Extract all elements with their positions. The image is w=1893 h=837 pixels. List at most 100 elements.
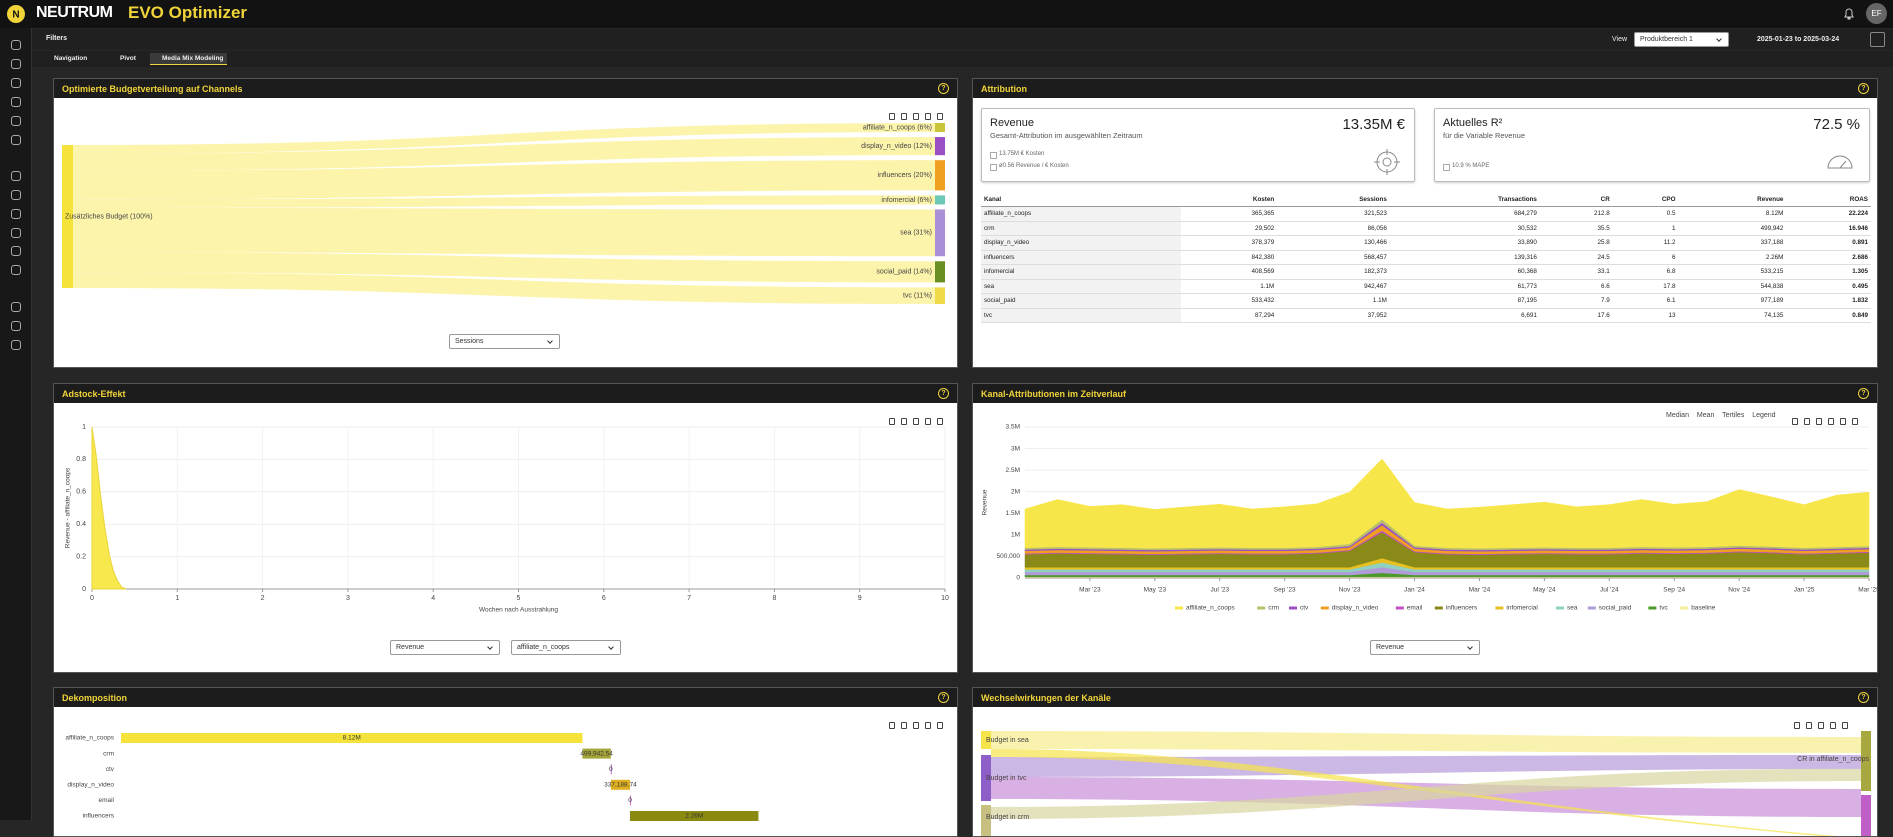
table-row: influencers 842,380 568,457 139,316 24.5 6 2.2… (981, 250, 1871, 265)
nav-icon[interactable] (11, 116, 21, 126)
nav-icon[interactable] (11, 302, 21, 312)
y-tick-label: 1M (1011, 532, 1020, 539)
table-cell: 321,523 (1277, 206, 1390, 222)
category-label: crm (103, 750, 114, 757)
nav-icon[interactable] (11, 228, 21, 238)
nav-icon[interactable] (11, 78, 21, 88)
app: N NEUTRUM EVO Optimizer EF Filters View … (0, 0, 1893, 820)
table-cell: 977,189 (1678, 293, 1787, 309)
bell[interactable] (1842, 7, 1856, 21)
node (981, 731, 991, 749)
table-row: crm 29,502 86,056 30,532 35.5 1 499,942 16.946 (981, 221, 1871, 236)
tab[interactable]: Pivot (120, 55, 136, 62)
kpi-card: Revenue Gesamt-Attribution im ausgewählt… (981, 108, 1415, 182)
x-tick-label: Mar '25 (1858, 587, 1878, 594)
tab-bar: Navigation Pivot Media Mix Modeling (32, 51, 1893, 67)
panel: Optimierte Budgetverteilung auf Channels… (53, 78, 958, 368)
table-cell: 22.224 (1786, 206, 1871, 222)
control[interactable]: Median (1666, 412, 1689, 419)
table-cell: 7.9 (1539, 293, 1613, 309)
title: Wechselwirkungen der Kanäle (981, 693, 1111, 703)
table-row: affiliate_n_coops 365,365 321,523 684,279 21… (981, 206, 1871, 222)
nav-icon[interactable] (11, 340, 21, 350)
legend-label: ctv (1300, 605, 1309, 612)
filters-button[interactable]: Filters (46, 35, 68, 42)
table-cell: social_paid (981, 293, 1181, 309)
nav-icon[interactable] (11, 59, 21, 69)
node-label: affiliate_n_coops (6%) (863, 124, 932, 131)
nav-icon[interactable] (11, 190, 21, 200)
node (981, 755, 991, 801)
value-label: 499,942.54 (580, 750, 613, 757)
table-cell: influencers (981, 250, 1181, 265)
column-header: CPO (1612, 192, 1679, 207)
sidebar (0, 0, 32, 820)
y-axis-label: Revenue - affiliate_n_coops (65, 467, 72, 548)
nav-icon[interactable] (11, 265, 21, 275)
panel: Wechselwirkungen der Kanäle? Budget in s… (972, 687, 1878, 837)
table-cell: 87,195 (1389, 293, 1540, 309)
avatar[interactable]: EF (1866, 3, 1887, 24)
kpi-notes: 13.75M € Kosten ø0.56 Revenue / € Kosten (982, 151, 1069, 175)
nav-icon[interactable] (11, 97, 21, 107)
table-cell: 182,373 (1277, 264, 1390, 280)
node-label: social_paid (14%) (876, 269, 932, 276)
metric-select[interactable]: Revenue (1370, 640, 1480, 655)
legend-label: sea (1567, 605, 1578, 612)
kpi-value: 13.35M € (1342, 116, 1405, 133)
view-label: View (1612, 36, 1628, 43)
tab[interactable]: Media Mix Modeling (150, 53, 228, 65)
table-cell: 33,890 (1389, 235, 1540, 251)
nav-icon[interactable] (11, 40, 21, 50)
panel-title: Kanal-Attributionen im Zeitverlauf? (973, 384, 1877, 403)
app-name: EVO Optimizer (128, 3, 248, 22)
interaction-sankey: Budget in sea Budget in tvc Budget in cr… (981, 731, 1871, 836)
table-cell: 1.305 (1786, 264, 1871, 280)
control[interactable]: Legend (1752, 412, 1776, 419)
nav-icon[interactable] (11, 171, 21, 181)
nav-icon[interactable] (11, 209, 21, 219)
title: Adstock-Effekt (62, 389, 126, 399)
refresh[interactable] (1870, 32, 1885, 47)
column-header: CR (1539, 192, 1613, 207)
metric-select[interactable]: Sessions (449, 334, 560, 349)
value-label: 0 (609, 766, 613, 773)
table-cell: 6.1 (1612, 293, 1679, 309)
nav-icon[interactable] (11, 246, 21, 256)
date-range[interactable]: 2025-01-23 to 2025-03-24 (1757, 36, 1840, 43)
table-cell: 13 (1612, 308, 1679, 323)
x-tick-label: 7 (687, 595, 691, 602)
channel-select[interactable]: affiliate_n_coops (511, 640, 621, 655)
control[interactable]: Tertiles (1722, 412, 1745, 419)
table-cell: 684,279 (1389, 206, 1540, 222)
table-cell: 408,569 (1181, 264, 1278, 280)
nav-icon[interactable] (11, 321, 21, 331)
y-tick-label: 3.5M (1006, 424, 1020, 431)
control[interactable]: Mean (1696, 412, 1715, 419)
panel: Adstock-Effekt? 0 0.2 0.4 0.6 0.8 1 0 1 2 3 4 5 6 7 8 9… (53, 383, 958, 673)
table-cell: 17.8 (1612, 279, 1679, 294)
table-cell: 30,532 (1389, 221, 1540, 236)
legend-label: baseline (1691, 605, 1716, 612)
table-row: display_n_video 378,379 130,466 33,890 25.8 1… (981, 235, 1871, 251)
x-tick-label: 6 (602, 595, 606, 602)
nav-icon[interactable] (11, 135, 21, 145)
sankey-link (73, 252, 935, 283)
x-tick-label: Mar '23 (1079, 587, 1101, 594)
title: Optimierte Budgetverteilung auf Channels (62, 84, 243, 94)
table-cell: 86,056 (1277, 221, 1390, 236)
legend-label: affiliate_n_coops (1186, 605, 1235, 612)
panel-title: Optimierte Budgetverteilung auf Channels… (54, 79, 957, 98)
x-tick-label: Jan '25 (1794, 587, 1815, 594)
table-cell: 6 (1612, 250, 1679, 265)
view-select[interactable]: Produktbereich 1 (1634, 32, 1729, 47)
x-tick-label: Jan '24 (1404, 587, 1425, 594)
table-body: affiliate_n_coops 365,365 321,523 684,279 21… (981, 206, 1871, 323)
table-cell: 29,502 (1181, 221, 1278, 236)
table-cell: 33.1 (1539, 264, 1613, 280)
metric-select[interactable]: Revenue (390, 640, 500, 655)
tab[interactable]: Navigation (54, 55, 88, 62)
bar (121, 733, 583, 743)
toolbar (883, 412, 943, 425)
x-tick-label: 5 (517, 595, 521, 602)
